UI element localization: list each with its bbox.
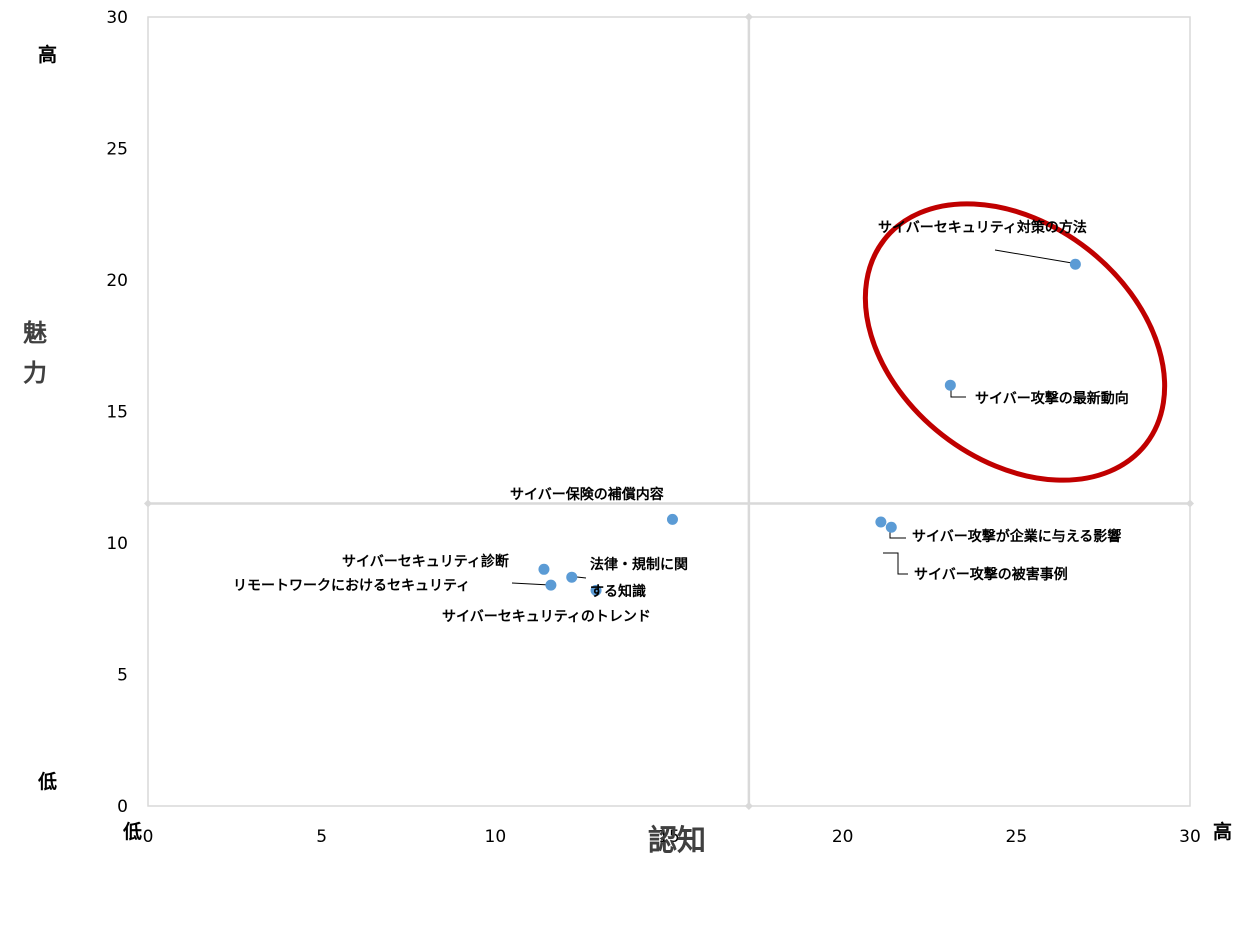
leader-line	[576, 576, 587, 579]
data-point	[590, 584, 602, 596]
x-axis-title: 認知	[648, 823, 707, 857]
y-axis-title: 魅力	[18, 313, 52, 393]
y-tick-label: 20	[106, 271, 128, 291]
leader-line	[511, 582, 551, 586]
y-axis-title-char: 魅	[23, 319, 47, 347]
y-tick-label: 25	[106, 140, 128, 160]
data-label: リモートワークにおけるセキュリティ	[233, 578, 470, 594]
x-tick-label: 5	[316, 827, 327, 847]
x-tick-label: 10	[485, 827, 507, 847]
plot-area-border	[147, 16, 1191, 807]
data-point	[666, 513, 678, 525]
leader-line	[994, 249, 1073, 264]
y-tick-label: 15	[106, 403, 128, 423]
quadrant-line-end-marker	[744, 13, 753, 21]
tick-labels: 0 5 10 15 20 25 30 0 5 10 15 20 25 30	[106, 8, 1200, 847]
x-tick-label: 15	[658, 827, 680, 847]
y-low-label: 低	[38, 771, 58, 793]
data-label: 法律・規制に関	[590, 556, 688, 573]
axes	[147, 16, 1191, 807]
leader-lines	[511, 249, 1073, 586]
x-tick-label: 30	[1179, 827, 1201, 847]
data-point	[944, 379, 956, 391]
quadrant-lines	[144, 13, 1194, 810]
data-label: サイバー保険の補償内容	[510, 486, 664, 503]
y-tick-label: 5	[117, 666, 128, 686]
data-points	[538, 258, 1081, 596]
x-low-label: 低	[123, 821, 143, 843]
data-label: サイバーセキュリティ対策の方法	[878, 219, 1087, 236]
data-point	[875, 516, 887, 528]
x-tick-label: 0	[143, 827, 154, 847]
leader-line	[889, 532, 906, 539]
data-point	[885, 521, 897, 533]
leader-line	[950, 388, 966, 398]
data-label: サイバー攻撃が企業に与える影響	[912, 528, 1121, 545]
point-labels: サイバーセキュリティ対策の方法サイバー攻撃の最新動向サイバー保険の補償内容サイバ…	[233, 219, 1129, 625]
quadrant-line-end-marker	[144, 499, 152, 508]
x-tick-label: 25	[1006, 827, 1028, 847]
data-label: サイバーセキュリティのトレンド	[442, 609, 651, 625]
data-label: する知識	[590, 583, 646, 600]
y-high-label: 高	[38, 44, 58, 66]
y-tick-label: 0	[117, 797, 128, 817]
data-point	[566, 571, 578, 583]
y-tick-label: 30	[106, 8, 128, 28]
quadrant-line-end-marker	[744, 802, 753, 810]
highlight-ellipse	[862, 201, 1168, 483]
leader-line	[883, 552, 908, 575]
quadrant-line-end-marker	[1186, 499, 1194, 508]
data-point	[538, 563, 550, 575]
data-label: サイバーセキュリティ診断	[342, 553, 509, 570]
x-tick-label: 20	[832, 827, 854, 847]
y-axis-title-char: 力	[23, 359, 47, 387]
data-point	[1069, 258, 1081, 270]
data-label: サイバー攻撃の被害事例	[914, 566, 1068, 583]
data-label: サイバー攻撃の最新動向	[975, 390, 1129, 407]
data-point	[545, 579, 557, 591]
x-high-label: 高	[1213, 821, 1233, 843]
y-tick-label: 10	[106, 534, 128, 554]
